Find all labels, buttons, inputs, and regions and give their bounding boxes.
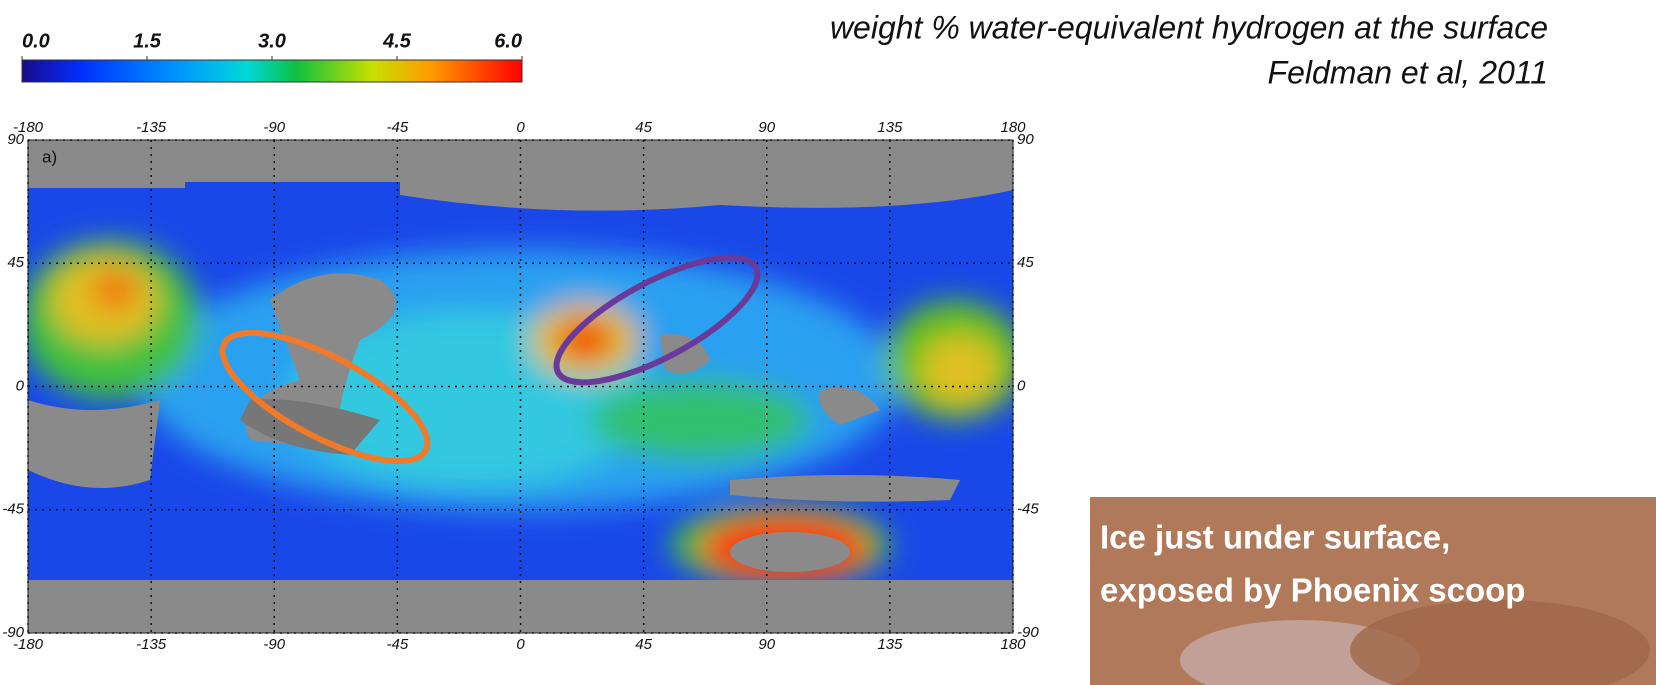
map-image: [20, 140, 1025, 633]
lat-tick-label: 0: [16, 377, 25, 394]
colorbar-ticks: 0.0 1.5 3.0 4.5 6.0: [22, 30, 522, 60]
lon-tick-label: 135: [877, 636, 903, 653]
photo-caption: exposed by Phoenix scoop: [1100, 572, 1525, 609]
lon-tick-label: 135: [877, 119, 903, 136]
lat-tick-label: 90: [7, 131, 24, 148]
citation: Feldman et al, 2011: [1268, 54, 1548, 90]
lon-tick-label: 0: [516, 119, 525, 136]
lat-tick-label: 90: [1017, 131, 1034, 148]
lon-tick-label: 45: [635, 636, 652, 653]
lat-tick-label: -90: [2, 624, 24, 641]
colorbar-tick-label: 6.0: [494, 30, 522, 52]
lat-tick-label: -45: [2, 501, 24, 518]
title-line: weight % water-equivalent hydrogen at th…: [830, 9, 1548, 45]
phoenix-photo: Ice just under surface, exposed by Phoen…: [1090, 497, 1656, 685]
lat-tick-label: -45: [1017, 501, 1039, 518]
colorbar: [22, 60, 522, 82]
lon-tick-label: -135: [136, 636, 167, 653]
lon-tick-label: 45: [635, 119, 652, 136]
lon-tick-label: 90: [758, 636, 775, 653]
lat-tick-label: 45: [7, 254, 24, 271]
lat-tick-label: -90: [1017, 624, 1039, 641]
colorbar-tick-label: 4.5: [382, 30, 412, 52]
panel-label: a): [42, 147, 57, 166]
colorbar-tick-label: 0.0: [22, 30, 50, 52]
lon-tick-label: -135: [136, 119, 167, 136]
lat-tick-label: 0: [1017, 377, 1026, 394]
lon-tick-label: -90: [263, 636, 285, 653]
slide: 0.0 1.5 3.0 4.5 6.0 weight % water-equivalen…: [0, 0, 1656, 685]
colorbar-tick-label: 3.0: [258, 30, 286, 52]
lon-tick-label: 90: [758, 119, 775, 136]
lon-tick-label: -45: [387, 119, 409, 136]
colorbar-tick-label: 1.5: [133, 30, 162, 52]
photo-caption: Ice just under surface,: [1100, 519, 1450, 556]
lat-tick-label: 45: [1017, 254, 1034, 271]
lon-tick-label: -90: [263, 119, 285, 136]
lon-tick-label: 0: [516, 636, 525, 653]
lon-tick-label: -45: [387, 636, 409, 653]
page: {"colorbar":{"min":0,"max":6,"ticks":[{"…: [0, 0, 1656, 685]
